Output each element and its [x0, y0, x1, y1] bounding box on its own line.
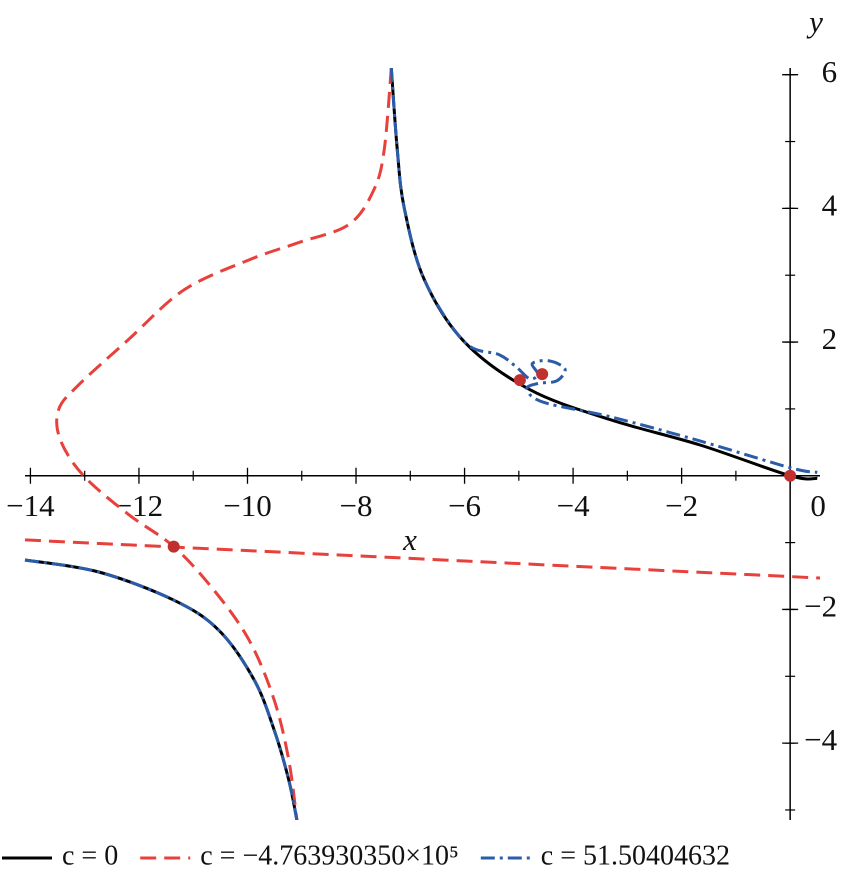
- curve: [24, 558, 299, 820]
- y-tick-label: 6: [822, 54, 838, 89]
- x-tick-label: −12: [115, 488, 163, 523]
- point: [784, 469, 797, 482]
- y-axis-label: y: [806, 4, 823, 39]
- x-tick-label: 0: [810, 488, 826, 523]
- curve: [24, 538, 821, 580]
- curve: [389, 68, 818, 474]
- curve: [24, 558, 299, 820]
- point: [513, 374, 526, 387]
- x-tick-label: −2: [665, 488, 698, 523]
- y-tick-label: −2: [804, 589, 837, 624]
- curve: [389, 68, 818, 481]
- x-tick-label: −6: [448, 488, 481, 523]
- point: [167, 540, 180, 553]
- legend-label: c = 0: [62, 840, 118, 871]
- x-tick-label: −10: [223, 488, 271, 523]
- x-tick-label: −14: [6, 488, 55, 523]
- y-tick-label: 2: [822, 321, 838, 356]
- x-tick-label: −4: [557, 488, 590, 523]
- x-tick-label: −8: [340, 488, 373, 523]
- y-tick-label: −4: [804, 722, 837, 757]
- curve: [55, 68, 393, 820]
- y-tick-label: 4: [822, 187, 838, 222]
- legend-label: c = −4.763930350×10⁵: [200, 840, 459, 871]
- legend-label: c = 51.50404632: [541, 840, 730, 871]
- x-axis-label: x: [402, 522, 417, 557]
- point: [536, 368, 549, 381]
